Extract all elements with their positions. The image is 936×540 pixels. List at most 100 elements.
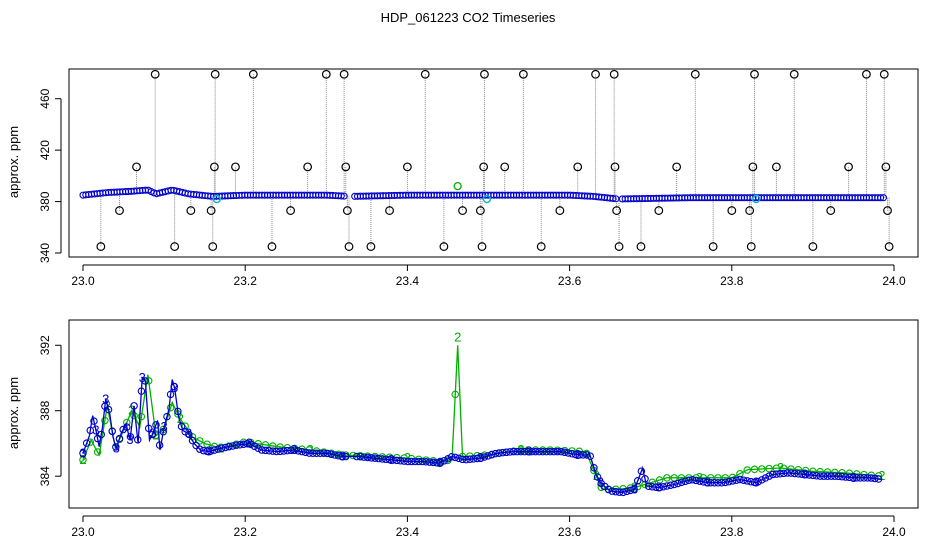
- point-label: 2: [454, 329, 461, 344]
- point-label: 3: [477, 450, 484, 465]
- data-point: [575, 451, 584, 459]
- data-point: [655, 483, 664, 492]
- data-point: [593, 473, 602, 481]
- point-label: 3: [246, 435, 253, 450]
- plot-frame: [68, 68, 919, 258]
- data-point: [484, 452, 492, 460]
- x-tick-label: 23.6: [558, 274, 582, 288]
- data-point: [579, 451, 587, 459]
- data-point: [758, 465, 766, 473]
- data-point: [860, 474, 868, 482]
- outlier-point: [636, 242, 646, 251]
- data-point: [520, 447, 529, 456]
- outlier-point: [150, 69, 160, 79]
- data-point: [206, 447, 215, 455]
- data-point: [560, 448, 569, 457]
- outlier-point: [555, 206, 565, 215]
- outlier-point: [862, 69, 871, 79]
- data-point: [670, 480, 678, 489]
- data-point: [382, 455, 390, 464]
- data-point: [769, 470, 777, 479]
- outlier-point: [186, 206, 196, 215]
- data-point: [477, 454, 485, 462]
- data-point: [458, 455, 467, 464]
- data-point: [247, 440, 255, 449]
- data-point: [170, 382, 178, 391]
- data-point: [312, 449, 321, 458]
- data-point: [360, 453, 368, 461]
- point-label: 3: [185, 426, 192, 441]
- data-point: [130, 411, 138, 420]
- data-point: [706, 478, 715, 487]
- x-tick-label: 24.0: [882, 525, 906, 539]
- data-point: [557, 447, 565, 456]
- data-point: [491, 449, 500, 458]
- data-point: [626, 486, 635, 495]
- outlier-point: [610, 162, 620, 172]
- outlier-point: [518, 69, 528, 79]
- data-point: [513, 447, 522, 456]
- data-point: [163, 412, 171, 421]
- outlier-point: [206, 206, 216, 215]
- data-point: [473, 454, 481, 463]
- y-tick-label: 388: [38, 400, 52, 420]
- outlier-point: [750, 69, 759, 79]
- outlier-point: [746, 242, 756, 251]
- data-point: [298, 447, 306, 456]
- lower-panel: approx. ppm 23.0 23.2 23.4 23.6 23.8 24.0 384 3…: [6, 319, 919, 539]
- data-point: [743, 466, 751, 474]
- data-point: [487, 450, 496, 459]
- point-label: 3: [704, 475, 711, 490]
- x-tick-label: 23.0: [71, 525, 95, 539]
- data-point: [790, 469, 799, 478]
- data-point: [133, 435, 142, 444]
- data-point: [451, 390, 459, 399]
- data-point: [385, 455, 394, 464]
- data-point: [772, 470, 781, 478]
- outlier-point: [881, 162, 891, 172]
- data-point: [337, 192, 345, 200]
- data-point: [659, 482, 668, 491]
- data-point: [761, 474, 770, 482]
- data-point: [276, 447, 284, 456]
- x-tick-label: 23.2: [234, 274, 258, 288]
- data-point: [177, 422, 186, 431]
- data-point: [838, 472, 846, 481]
- outlier-point: [210, 69, 220, 79]
- data-point: [82, 439, 91, 447]
- point-label: 2: [79, 452, 86, 467]
- data-point: [440, 456, 449, 465]
- data-point: [316, 449, 324, 458]
- data-point: [86, 426, 95, 435]
- point-label: 3: [631, 481, 638, 496]
- outlier-point: [480, 69, 489, 79]
- point-label: 3: [597, 475, 604, 490]
- data-point: [706, 474, 715, 482]
- point-label: 3: [126, 432, 133, 447]
- data-point: [648, 483, 657, 491]
- data-point: [290, 446, 299, 454]
- data-point: [637, 467, 646, 475]
- data-point: [239, 440, 248, 448]
- data-point: [287, 446, 295, 455]
- outlier-point: [344, 242, 354, 251]
- outlier-point: [745, 206, 755, 215]
- data-point: [787, 469, 795, 477]
- data-point: [480, 453, 489, 461]
- data-point: [666, 481, 675, 490]
- data-point: [323, 449, 332, 458]
- outlier-point: [844, 162, 853, 172]
- point-label: 2: [404, 450, 411, 465]
- data-point: [845, 473, 854, 482]
- data-point: [879, 194, 888, 202]
- data-point: [663, 482, 671, 490]
- point-label: 2: [878, 468, 885, 483]
- data-point: [123, 423, 131, 431]
- data-point: [696, 477, 704, 485]
- data-point: [389, 456, 397, 464]
- outlier-point: [772, 162, 781, 172]
- data-point: [312, 447, 321, 455]
- data-point: [877, 194, 885, 202]
- data-point: [743, 477, 751, 485]
